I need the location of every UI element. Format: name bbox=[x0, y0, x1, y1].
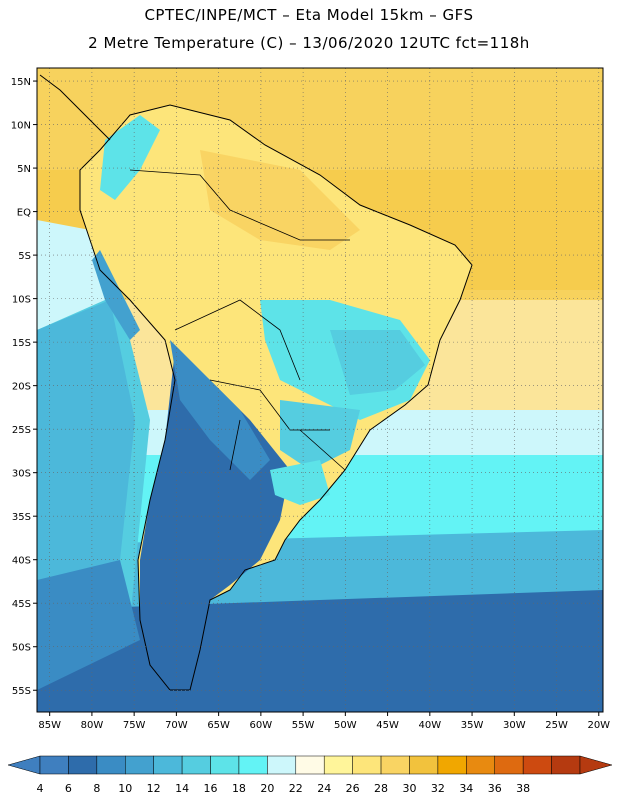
longitude-label: 80W bbox=[81, 720, 104, 731]
longitude-label: 35W bbox=[461, 720, 484, 731]
colorbar-swatches bbox=[7, 755, 613, 775]
colorbar-label: 4 bbox=[37, 782, 44, 795]
longitude-label: 40W bbox=[419, 720, 442, 731]
longitude-label: 55W bbox=[292, 720, 315, 731]
colorbar-swatch bbox=[68, 755, 98, 775]
colorbar-high-arrow bbox=[579, 755, 613, 775]
longitude-label: 65W bbox=[207, 720, 230, 731]
colorbar-label: 16 bbox=[204, 782, 218, 795]
longitude-label: 25W bbox=[545, 720, 568, 731]
colorbar-swatch bbox=[96, 755, 126, 775]
latitude-label: 35S bbox=[12, 512, 31, 523]
colorbar-swatch bbox=[409, 755, 439, 775]
colorbar-label: 30 bbox=[402, 782, 416, 795]
graticule bbox=[33, 68, 603, 716]
colorbar-label: 36 bbox=[488, 782, 502, 795]
longitude-label: 75W bbox=[123, 720, 146, 731]
longitude-label: 30W bbox=[503, 720, 526, 731]
colorbar-labels: 4 6 8 10 12 14 16 18 20 22 24 26 28 30 32 34 36 38 bbox=[37, 782, 531, 795]
colorbar-swatch bbox=[181, 755, 211, 775]
latitude-label: 40S bbox=[12, 556, 31, 567]
colorbar-swatch bbox=[39, 755, 69, 775]
colorbar-label: 12 bbox=[147, 782, 161, 795]
latitude-label: 45S bbox=[12, 599, 31, 610]
colorbar-label: 28 bbox=[374, 782, 388, 795]
colorbar-label: 14 bbox=[175, 782, 189, 795]
colorbar-swatch bbox=[323, 755, 353, 775]
colorbar-swatch bbox=[551, 755, 581, 775]
colorbar: 4 6 8 10 12 14 16 18 20 22 24 26 28 30 32 34 36 38 bbox=[7, 755, 613, 795]
colorbar-swatch bbox=[295, 755, 325, 775]
latitude-label: 10S bbox=[12, 295, 31, 306]
colorbar-label: 10 bbox=[118, 782, 132, 795]
latitude-label: 15N bbox=[11, 77, 31, 88]
latitude-label: 5S bbox=[18, 251, 31, 262]
longitude-labels: 85W 80W 75W 70W 65W 60W 55W 50W 45W 40W 35W 30W 25W 2… bbox=[38, 720, 610, 731]
latitude-label: 5N bbox=[17, 164, 31, 175]
colorbar-swatch bbox=[125, 755, 154, 775]
colorbar-label: 6 bbox=[65, 782, 72, 795]
colorbar-swatch bbox=[352, 755, 382, 775]
latitude-label: 15S bbox=[12, 338, 31, 349]
colorbar-swatch bbox=[238, 755, 268, 775]
longitude-label: 45W bbox=[376, 720, 399, 731]
colorbar-swatch bbox=[380, 755, 410, 775]
latitude-label: 25S bbox=[12, 425, 31, 436]
colorbar-swatch bbox=[153, 755, 183, 775]
colorbar-label: 20 bbox=[260, 782, 274, 795]
temperature-field bbox=[37, 68, 603, 712]
colorbar-low-arrow bbox=[7, 755, 41, 775]
longitude-label: 50W bbox=[334, 720, 357, 731]
colorbar-label: 38 bbox=[516, 782, 530, 795]
colorbar-label: 22 bbox=[289, 782, 303, 795]
latitude-label: 55S bbox=[12, 686, 31, 697]
colorbar-swatch bbox=[522, 755, 552, 775]
colorbar-label: 26 bbox=[346, 782, 360, 795]
latitude-label: 50S bbox=[12, 643, 31, 654]
map-frame bbox=[36, 67, 604, 713]
colorbar-swatch bbox=[466, 755, 495, 775]
longitude-label: 20W bbox=[587, 720, 610, 731]
colorbar-label: 18 bbox=[232, 782, 246, 795]
colorbar-swatch bbox=[210, 755, 240, 775]
colorbar-label: 32 bbox=[431, 782, 445, 795]
latitude-labels: 15N 10N 5N EQ 5S 10S 15S 20S 25S 30S 35S 40S 45S 50S 5… bbox=[11, 77, 31, 697]
longitude-label: 60W bbox=[250, 720, 273, 731]
map-title-line-2: 2 Metre Temperature (C) – 13/06/2020 12U… bbox=[88, 34, 530, 52]
colorbar-label: 34 bbox=[459, 782, 473, 795]
colorbar-label: 24 bbox=[317, 782, 331, 795]
longitude-label: 70W bbox=[165, 720, 188, 731]
latitude-label: EQ bbox=[17, 208, 31, 219]
colorbar-swatch bbox=[494, 755, 524, 775]
latitude-label: 30S bbox=[12, 469, 31, 480]
longitude-label: 85W bbox=[38, 720, 61, 731]
colorbar-label: 8 bbox=[93, 782, 100, 795]
latitude-label: 20S bbox=[12, 382, 31, 393]
colorbar-swatch bbox=[437, 755, 467, 775]
colorbar-swatch bbox=[267, 755, 297, 775]
latitude-label: 10N bbox=[11, 121, 31, 132]
map-title-line-1: CPTEC/INPE/MCT – Eta Model 15km – GFS bbox=[144, 6, 474, 24]
